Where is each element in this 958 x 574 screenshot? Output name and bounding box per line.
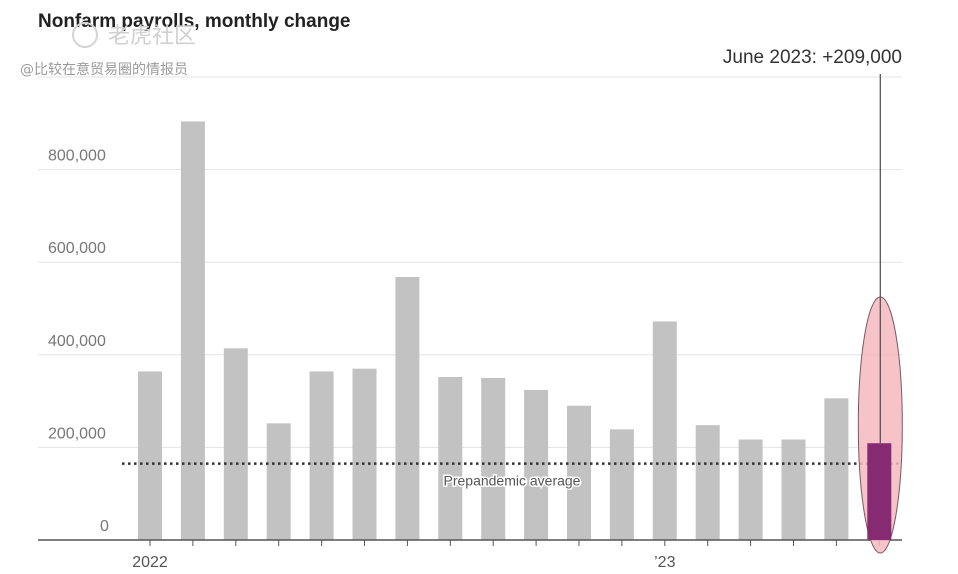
x-axis: 2022 ’23 — [38, 539, 902, 571]
y-tick-label: 400,000 — [48, 333, 106, 350]
bar — [180, 121, 205, 540]
bar — [738, 439, 763, 540]
bar — [524, 389, 549, 540]
bar — [695, 425, 720, 540]
bar — [352, 368, 377, 540]
watermark-handle: @比较在意贸易圈的情报员 — [20, 61, 188, 78]
y-tick-label: 600,000 — [48, 240, 106, 257]
x-tick-label: 2022 — [132, 554, 168, 571]
y-tick-label: 800,000 — [48, 148, 106, 165]
bar-highlighted — [867, 443, 892, 540]
bar — [395, 277, 420, 540]
y-axis-ticks: 0 200,000 400,000 600,000 800,000 — [48, 148, 109, 535]
bar — [481, 377, 506, 540]
bar — [309, 371, 334, 540]
callout-label: June 2023: +209,000 — [723, 47, 902, 68]
chart-title: Nonfarm payrolls, monthly change — [38, 11, 351, 32]
bars — [138, 121, 849, 540]
bar — [138, 371, 162, 540]
bar — [438, 377, 463, 540]
bar — [609, 429, 634, 540]
reference-line-label: Prepandemic average — [444, 473, 581, 489]
prepandemic-average: Prepandemic average — [122, 462, 902, 490]
bar — [824, 398, 849, 540]
y-tick-label: 200,000 — [48, 425, 106, 442]
bar — [223, 348, 248, 540]
watermark-logo-icon — [72, 22, 98, 48]
x-tick-label: ’23 — [654, 554, 675, 571]
bar — [567, 405, 591, 540]
bar — [781, 439, 806, 540]
bar — [266, 423, 291, 540]
gridlines — [38, 76, 902, 448]
bar — [652, 321, 677, 540]
watermark-brand: 老虎社区 — [108, 24, 196, 49]
y-tick-label: 0 — [100, 518, 109, 535]
highlight-annotation: June 2023: +209,000 — [723, 47, 903, 554]
watermark: 老虎社区 @比较在意贸易圈的情报员 — [20, 22, 196, 78]
